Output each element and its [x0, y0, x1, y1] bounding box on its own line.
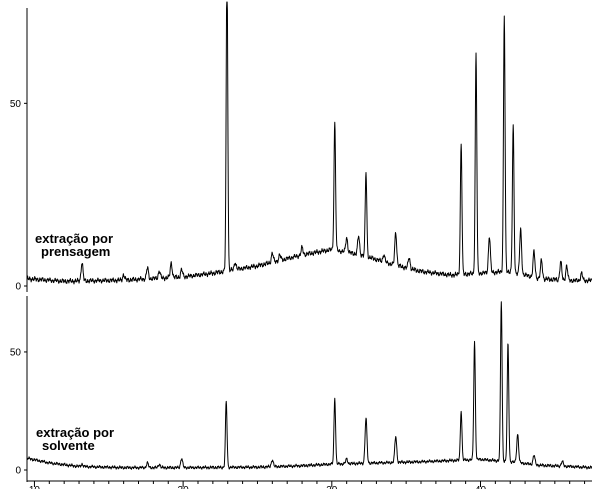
y-tick-label-1-0: 0	[15, 282, 21, 293]
trace-label-2-line-2: solvente	[42, 438, 95, 453]
trace-label-1-line-2: prensagem	[41, 244, 110, 259]
trace-label-1-line-1: extração por	[35, 231, 113, 246]
trace-line-2	[26, 301, 592, 470]
x-tick-label-30: 30	[326, 485, 338, 489]
y-tick-label-1-50: 50	[10, 99, 22, 110]
trace-line-1	[26, 1, 592, 285]
y-tick-label-2-0: 0	[15, 466, 21, 477]
x-tick-label-10: 10	[29, 485, 41, 489]
x-tick-label-40: 40	[475, 485, 487, 489]
y-tick-label-2-50: 50	[10, 347, 22, 358]
trace-label-2-line-1: extração por	[36, 425, 114, 440]
x-tick-label-20: 20	[178, 485, 190, 489]
